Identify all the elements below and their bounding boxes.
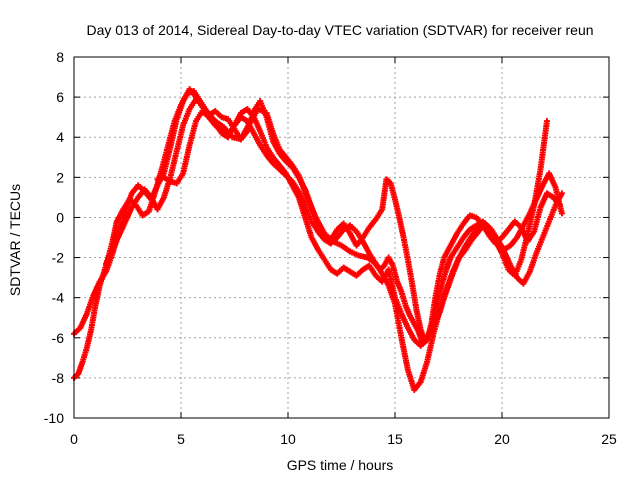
y-tick-label: 2 <box>56 169 64 185</box>
y-axis-ticks: -10 -8 -6 -4 -2 0 2 4 6 8 <box>44 49 609 426</box>
x-tick-label: 10 <box>280 431 296 447</box>
y-tick-label: -4 <box>52 290 65 306</box>
plot-border <box>73 56 610 419</box>
data-point <box>558 210 565 217</box>
y-tick-label: 4 <box>56 129 64 145</box>
y-tick-label: -2 <box>52 250 65 266</box>
y-tick-label: -10 <box>44 410 64 426</box>
y-tick-label: -8 <box>52 370 65 386</box>
x-axis-label: GPS time / hours <box>287 457 394 473</box>
y-axis-label: SDTVAR / TECUs <box>7 184 23 296</box>
chart-title: Day 013 of 2014, Sidereal Day-to-day VTE… <box>86 22 593 38</box>
y-tick-label: 6 <box>56 89 64 105</box>
x-tick-label: 15 <box>387 431 403 447</box>
x-tick-label: 5 <box>177 431 185 447</box>
x-axis-ticks: 0 5 10 15 20 25 <box>70 57 617 447</box>
y-tick-label: -6 <box>52 330 65 346</box>
data-point <box>558 190 565 197</box>
data-marks <box>71 86 565 393</box>
x-tick-label: 25 <box>601 431 617 447</box>
x-tick-label: 20 <box>494 431 510 447</box>
data-point <box>543 118 550 125</box>
x-tick-label: 0 <box>70 431 78 447</box>
y-tick-label: 0 <box>56 209 64 225</box>
y-tick-label: 8 <box>56 49 64 65</box>
